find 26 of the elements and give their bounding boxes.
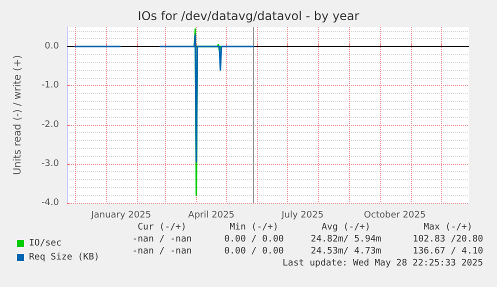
legend-label: Req Size (KB)	[29, 252, 100, 262]
text: 0.00 / 0.00	[224, 234, 284, 244]
text: Cur (-/+)	[138, 222, 186, 232]
text: 136.67 / 4.10	[412, 246, 484, 256]
text: 0.00 / 0.00	[224, 246, 284, 256]
text: Min (-/+)	[230, 222, 278, 232]
y-tick-label: -3.0	[41, 158, 60, 169]
y-tick-label: -1.0	[41, 80, 60, 91]
text: Max (-/+)	[424, 222, 472, 232]
x-tick-label: April 2025	[188, 210, 235, 220]
chart-title: IOs for /dev/datavg/datavol - by year	[138, 9, 360, 23]
text: 102.83 /20.80	[412, 234, 484, 244]
y-tick-label: 0.0	[44, 42, 60, 52]
text: 24.82m/ 5.94m	[310, 234, 382, 244]
text: Avg (-/+)	[322, 222, 370, 232]
y-tick-label: -2.0	[41, 120, 60, 130]
x-tick-label: January 2025	[90, 210, 152, 220]
x-tick-label: July 2025	[280, 210, 324, 220]
y-axis-title: Units read (-) / write (+)	[12, 54, 24, 176]
text: -nan / -nan	[132, 234, 192, 244]
text: 24.53m/ 4.73m	[310, 246, 382, 256]
x-tick-label: October 2025	[364, 210, 426, 220]
legend-label: IO/sec	[29, 238, 62, 248]
y-tick-label: -4.0	[41, 198, 60, 208]
text: -nan / -nan	[132, 246, 192, 256]
text: Last update: Wed May 28 22:25:33 2025	[282, 258, 483, 268]
